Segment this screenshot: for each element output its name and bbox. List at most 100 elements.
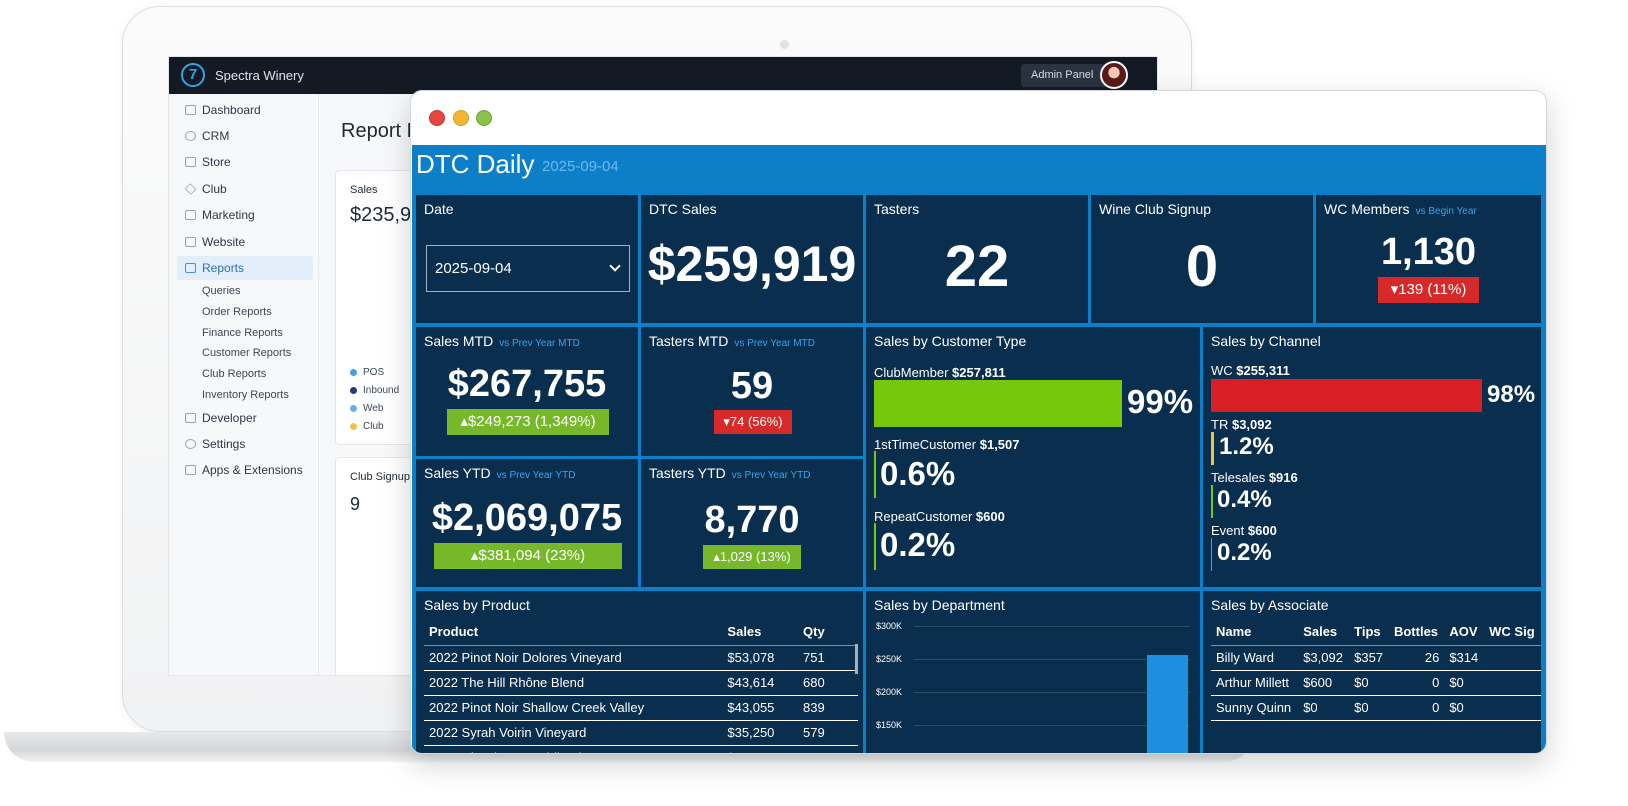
table-row[interactable]: Sunny Quinn $0 $0 0 $0 [1211, 695, 1541, 721]
column-header[interactable]: Product [424, 619, 723, 646]
sidebar-item-label: Reports [202, 261, 245, 275]
legend-label: Club [363, 421, 384, 432]
tasters-value: 22 [944, 234, 1010, 299]
diamond-icon [184, 183, 197, 195]
customer-type-amount: $600 [975, 509, 1005, 524]
wrench-icon [185, 413, 196, 423]
tips-cell: $0 [1349, 670, 1389, 696]
customer-type-row-label: 1stTimeCustomer $1,507 [874, 437, 1020, 452]
legend-item: Web [350, 403, 383, 414]
wine-club-signup-panel: Wine Club Signup 0 [1091, 195, 1313, 323]
tasters-mtd-delta: ▾74 (56%) [714, 410, 792, 434]
customer-type-amount: $1,507 [979, 437, 1020, 452]
sidebar-item-website[interactable]: Website [177, 230, 313, 254]
sales-by-department-panel: Sales by Department $300K $250K $200K $1… [866, 591, 1200, 753]
table-row[interactable]: Billy Ward $3,092 $357 26 $314 [1211, 645, 1541, 671]
product-title: Sales by Product [424, 597, 530, 613]
crm-icon [185, 131, 196, 141]
page-title: Report D [341, 120, 422, 142]
sidebar-item-label: CRM [202, 129, 230, 143]
column-header[interactable]: WC Sig [1484, 619, 1541, 646]
table-row[interactable]: 2022 Chardonnay Midland$28,832479 [424, 745, 858, 753]
sidebar-item-settings[interactable]: Settings [177, 432, 313, 456]
sales-cell: $0 [1298, 695, 1350, 721]
tasters-ytd-delta: ▴1,029 (13%) [703, 545, 801, 569]
chart-icon [185, 263, 196, 273]
table-row[interactable]: 2022 Pinot Noir Shallow Creek Valley $43,… [424, 695, 858, 721]
tips-cell: $0 [1349, 695, 1389, 721]
column-header[interactable]: Sales [1298, 619, 1350, 646]
club-signup-value: 9 [350, 494, 361, 514]
wc-signup-cell [1484, 670, 1541, 696]
legend-dot [350, 423, 357, 430]
channel-amount: $600 [1247, 523, 1277, 538]
wine-club-signup-value: 0 [1185, 234, 1219, 299]
department-title: Sales by Department [874, 597, 1005, 613]
sidebar-item-dashboard[interactable]: Dashboard [177, 98, 313, 122]
gridline [914, 659, 1190, 660]
column-header[interactable]: Name [1211, 619, 1299, 646]
column-header[interactable]: Bottles [1388, 619, 1445, 646]
qty-cell: 579 [798, 720, 858, 746]
wc-members-vs: vs Begin Year [1415, 206, 1477, 217]
table-row[interactable]: 2022 Syrah Voirin Vineyard $35,250 579 [424, 720, 858, 746]
table-row[interactable]: 2022 The Hill Rhône Blend $43,614 680 [424, 670, 858, 696]
sales-ytd-value: $2,069,075 [431, 497, 623, 539]
y-tick-label: $250K [876, 654, 903, 664]
product-cell: 2022 Pinot Noir Dolores Vineyard [424, 645, 723, 671]
column-header[interactable]: Qty [798, 619, 858, 646]
customer-type-bar [874, 380, 1122, 427]
aov-cell: $0 [1444, 670, 1485, 696]
sidebar-item-apps[interactable]: Apps & Extensions [177, 458, 313, 482]
sidebar-item-label: Website [202, 235, 246, 249]
top-bar: 7 Spectra Winery Admin Panel [169, 57, 1157, 94]
name-cell: Billy Ward [1211, 645, 1299, 671]
sidebar-sub-queries[interactable]: Queries [202, 285, 241, 297]
sidebar-sub-club-reports[interactable]: Club Reports [202, 368, 267, 380]
legend-item: Inbound [350, 385, 399, 396]
channel-bar [1211, 379, 1482, 412]
bottles-cell: 0 [1388, 695, 1445, 721]
sidebar-sub-customer-reports[interactable]: Customer Reports [202, 347, 292, 359]
sidebar-item-marketing[interactable]: Marketing [177, 203, 313, 227]
close-window-button[interactable] [429, 110, 445, 126]
sidebar-item-club[interactable]: Club [177, 177, 313, 201]
product-table: Product Sales Qty 2022 Pinot Noir Dolore… [424, 619, 858, 753]
customer-type-row-label: ClubMember $257,811 [874, 365, 1006, 380]
table-row[interactable]: Arthur Millett $600 $0 0 $0 [1211, 670, 1541, 696]
date-select[interactable]: 2025-09-04 [426, 245, 630, 292]
column-header[interactable]: Tips [1349, 619, 1389, 646]
channel-name: WC [1211, 363, 1233, 378]
sidebar-item-crm[interactable]: CRM [177, 124, 313, 148]
logo-icon[interactable]: 7 [181, 63, 205, 87]
associate-title: Sales by Associate [1211, 597, 1329, 613]
channel-pct: 1.2% [1219, 433, 1274, 460]
sales-ytd-panel: Sales YTD vs Prev Year YTD $2,069,075 ▴$3… [416, 459, 638, 587]
sidebar-item-store[interactable]: Store [177, 150, 313, 174]
scrollbar-thumb[interactable] [855, 644, 858, 674]
minimize-window-button[interactable] [453, 110, 469, 126]
department-bar[interactable] [1147, 655, 1188, 753]
tasters-mtd-value: 59 [730, 365, 774, 407]
sales-card-value: $235,9 [350, 204, 412, 226]
qty-cell: 839 [798, 695, 858, 721]
channel-title: Sales by Channel [1211, 333, 1321, 349]
sidebar-sub-order-reports[interactable]: Order Reports [202, 306, 272, 318]
column-header[interactable]: AOV [1444, 619, 1485, 646]
bottles-cell: 0 [1388, 670, 1445, 696]
sales-by-customer-type-panel: Sales by Customer Type ClubMember $257,8… [866, 327, 1200, 587]
maximize-window-button[interactable] [476, 110, 492, 126]
column-header[interactable]: Sales [722, 619, 798, 646]
table-row[interactable]: 2022 Pinot Noir Dolores Vineyard $53,078 7… [424, 645, 858, 671]
sidebar-sub-finance-reports[interactable]: Finance Reports [202, 327, 283, 339]
club-signup-label: Club Signup [350, 471, 410, 483]
sidebar-item-label: Club [202, 182, 227, 196]
avatar[interactable] [1100, 61, 1128, 89]
sales-card-label: Sales [350, 184, 378, 196]
sales-mtd-title-text: Sales MTD [424, 333, 494, 349]
name-cell: Sunny Quinn [1211, 695, 1299, 721]
y-tick-label: $300K [876, 621, 903, 631]
sidebar-item-developer[interactable]: Developer [177, 406, 313, 430]
sidebar-item-reports[interactable]: Reports [177, 256, 313, 280]
sidebar-sub-inventory-reports[interactable]: Inventory Reports [202, 389, 289, 401]
